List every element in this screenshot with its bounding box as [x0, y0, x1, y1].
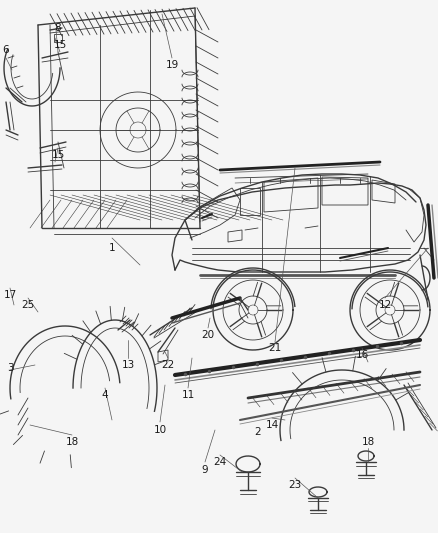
Text: 19: 19 [166, 60, 179, 70]
Text: 12: 12 [378, 300, 392, 310]
Text: 17: 17 [4, 290, 17, 300]
Text: 16: 16 [355, 350, 369, 360]
Text: 15: 15 [51, 150, 65, 160]
Text: 18: 18 [361, 437, 374, 447]
Text: 18: 18 [65, 437, 79, 447]
Text: 20: 20 [201, 330, 215, 340]
Text: 23: 23 [288, 480, 302, 490]
Text: 9: 9 [201, 465, 208, 475]
Text: 21: 21 [268, 343, 282, 353]
Text: 1: 1 [109, 243, 115, 253]
Text: 6: 6 [3, 45, 9, 55]
Text: 22: 22 [161, 360, 175, 370]
Text: 3: 3 [7, 363, 13, 373]
Text: 14: 14 [265, 420, 279, 430]
Text: 15: 15 [53, 40, 67, 50]
Text: 11: 11 [181, 390, 194, 400]
Text: 8: 8 [55, 23, 61, 33]
Text: 4: 4 [102, 390, 108, 400]
Text: 13: 13 [121, 360, 134, 370]
Text: 2: 2 [254, 427, 261, 437]
Text: 25: 25 [21, 300, 35, 310]
Text: 10: 10 [153, 425, 166, 435]
Text: 24: 24 [213, 457, 226, 467]
